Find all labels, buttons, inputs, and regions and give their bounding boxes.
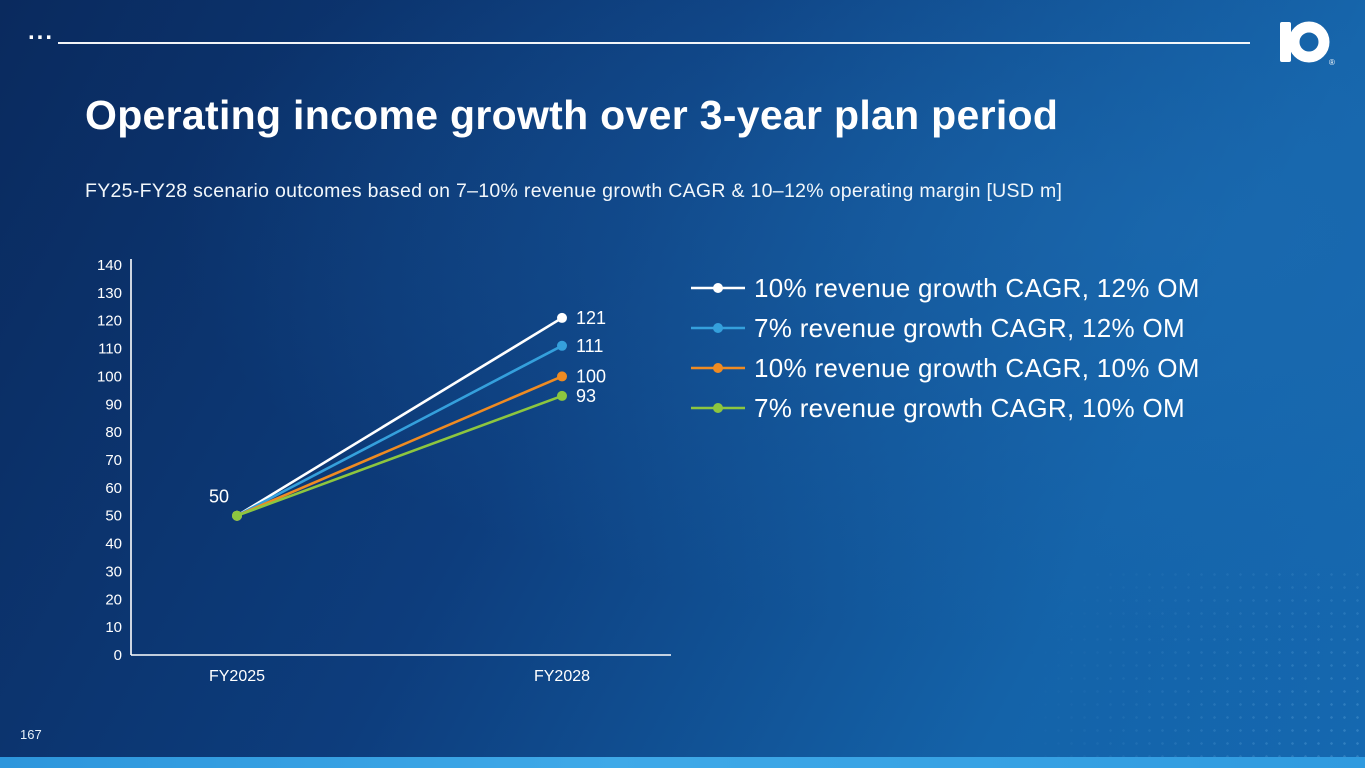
series-line <box>236 394 563 517</box>
legend-item-3: 7% revenue growth CAGR, 10% OM <box>690 388 1200 428</box>
x-tick-label: FY2025 <box>209 668 265 685</box>
y-tick-label: 130 <box>97 285 122 302</box>
data-label-end: 100 <box>576 366 606 386</box>
page-number: 167 <box>20 727 42 742</box>
y-tick-label: 90 <box>105 396 122 413</box>
y-tick-label: 0 <box>114 647 122 664</box>
y-tick-label: 30 <box>105 563 122 580</box>
legend-label: 7% revenue growth CAGR, 10% OM <box>754 392 1185 423</box>
data-label-end: 121 <box>576 308 606 328</box>
y-tick-label: 10 <box>105 619 122 636</box>
series-line <box>236 375 563 517</box>
series-point <box>557 312 567 323</box>
legend-label: 10% revenue growth CAGR, 12% OM <box>754 272 1200 303</box>
legend-item-2: 10% revenue growth CAGR, 10% OM <box>690 348 1200 388</box>
y-tick-label: 20 <box>105 591 122 608</box>
y-tick-label: 60 <box>105 480 122 497</box>
legend-marker-icon <box>691 323 745 333</box>
legend-marker-icon <box>691 363 745 373</box>
slide-title: Operating income growth over 3-year plan… <box>85 92 1059 138</box>
svg-text:®: ® <box>1329 58 1335 67</box>
series-point <box>557 390 567 401</box>
line-chart: 0 10 20 30 40 50 60 70 80 90 100 110 120 130 140 FY2025… <box>85 253 695 701</box>
y-tick-label: 70 <box>105 452 122 469</box>
legend-item-0: 10% revenue growth CAGR, 12% OM <box>690 268 1200 308</box>
slide-subtitle: FY25-FY28 scenario outcomes based on 7–1… <box>85 180 1063 202</box>
bottom-accent-bar <box>0 757 1365 768</box>
data-label-start: 50 <box>209 487 229 507</box>
chart-legend: 10% revenue growth CAGR, 12% OM 7% revenu… <box>690 268 1200 428</box>
data-label-end: 93 <box>576 386 596 406</box>
x-tick-label: FY2028 <box>534 668 590 685</box>
series-line <box>236 344 563 517</box>
chart-canvas: 0 10 20 30 40 50 60 70 80 90 100 110 120 130 140 FY2025… <box>97 257 671 685</box>
legend-label: 7% revenue growth CAGR, 12% OM <box>754 312 1185 343</box>
brand-logo-icon: ® <box>1280 21 1335 67</box>
legend-item-1: 7% revenue growth CAGR, 12% OM <box>690 308 1200 348</box>
header-rule <box>58 42 1250 44</box>
series-point <box>557 340 567 351</box>
series-line <box>236 316 563 517</box>
y-tick-label: 50 <box>105 508 122 525</box>
header-ellipsis: ... <box>28 18 55 45</box>
y-tick-label: 120 <box>97 313 122 330</box>
y-tick-label: 80 <box>105 424 122 441</box>
series-point <box>557 371 567 382</box>
series-3: 93 <box>232 386 596 521</box>
data-label-end: 111 <box>576 336 603 356</box>
y-tick-label: 110 <box>98 341 122 358</box>
brand-logo: ® <box>1275 16 1337 68</box>
legend-label: 10% revenue growth CAGR, 10% OM <box>754 352 1200 383</box>
y-tick-label: 140 <box>97 257 122 274</box>
legend-marker-icon <box>691 403 745 413</box>
legend-marker-icon <box>691 283 745 293</box>
y-tick-label: 40 <box>105 536 122 553</box>
dot-pattern-decoration <box>935 568 1365 758</box>
y-tick-label: 100 <box>97 368 122 385</box>
series-point <box>232 510 242 521</box>
